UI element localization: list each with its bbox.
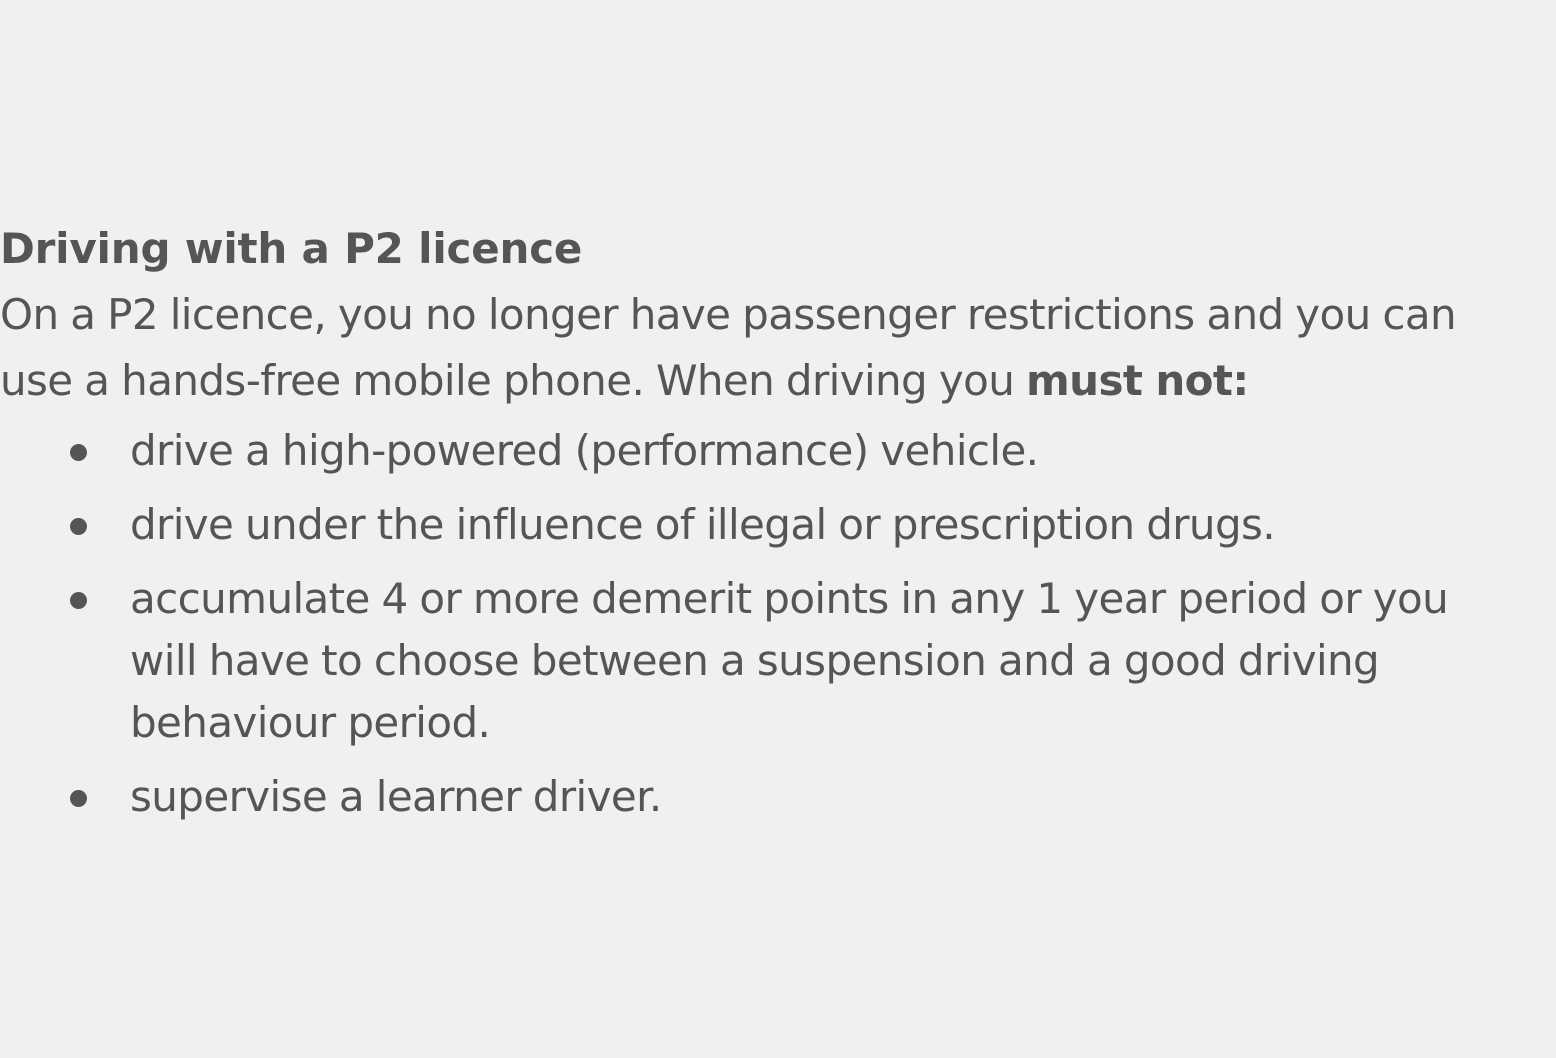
content-section: Driving with a P2 licence On a P2 licenc… [0, 222, 1530, 840]
bullet-icon [70, 790, 87, 807]
list-item: drive under the influence of illegal or … [0, 494, 1490, 556]
rules-list: drive a high-powered (performance) vehic… [0, 420, 1530, 828]
list-item: supervise a learner driver. [0, 766, 1490, 828]
list-item: accumulate 4 or more demerit points in a… [0, 568, 1490, 754]
rule-text: supervise a learner driver. [130, 772, 662, 821]
bullet-icon [70, 592, 87, 609]
section-heading: Driving with a P2 licence [0, 224, 583, 273]
bullet-icon [70, 518, 87, 535]
intro-paragraph: On a P2 licence, you no longer have pass… [0, 282, 1530, 414]
rule-text: accumulate 4 or more demerit points in a… [130, 574, 1449, 747]
intro-text: On a P2 licence, you no longer have pass… [0, 290, 1457, 405]
list-item: drive a high-powered (performance) vehic… [0, 420, 1490, 482]
intro-emphasis: must not: [1025, 356, 1249, 405]
rule-text: drive under the influence of illegal or … [130, 500, 1276, 549]
rule-text: drive a high-powered (performance) vehic… [130, 426, 1039, 475]
bullet-icon [70, 444, 87, 461]
